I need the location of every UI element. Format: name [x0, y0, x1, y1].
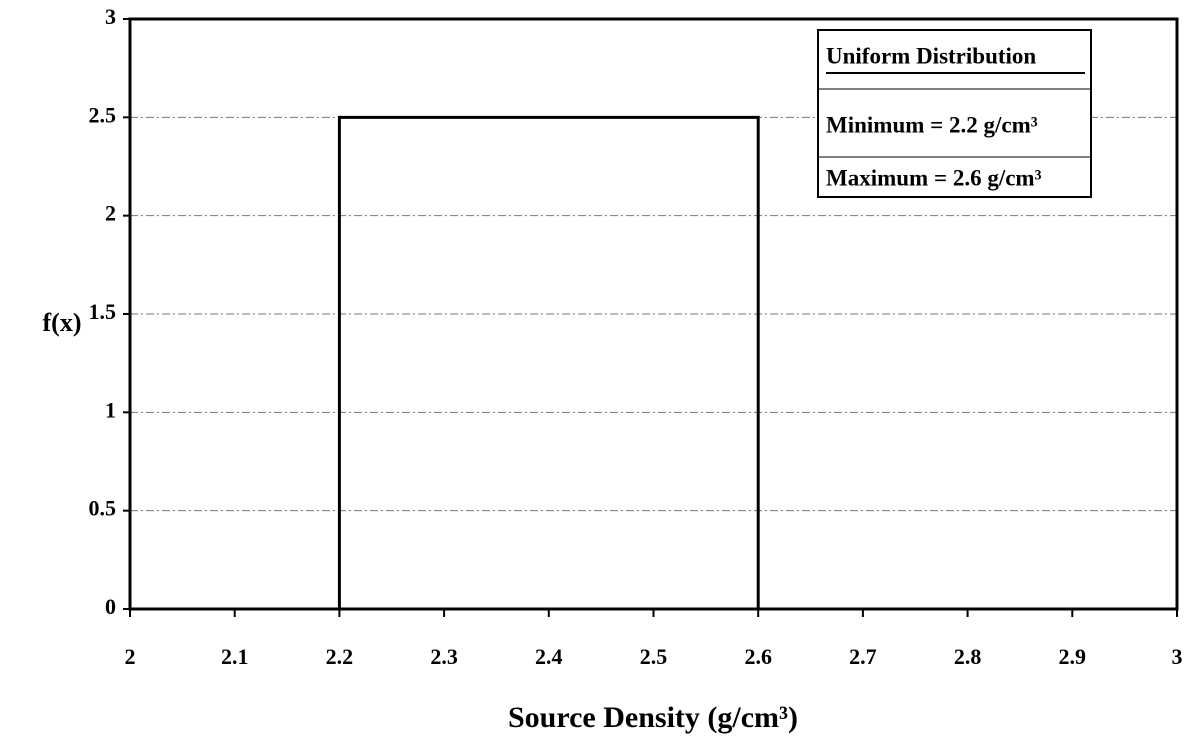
x-tick-label: 2.4 — [535, 644, 563, 669]
y-tick-label: 2 — [105, 201, 116, 226]
x-axis-label: Source Density (g/cm³) — [508, 701, 798, 734]
y-axis-label: f(x) — [43, 308, 82, 337]
x-tick-label: 2.6 — [744, 644, 772, 669]
x-tick-label: 2.3 — [430, 644, 458, 669]
x-tick-label: 2.1 — [221, 644, 249, 669]
y-tick-label: 0.5 — [89, 496, 117, 521]
x-tick-label: 2.9 — [1059, 644, 1087, 669]
annotation-text: Minimum = 2.2 g/cm³ — [826, 112, 1038, 137]
y-tick-label: 1 — [105, 397, 116, 422]
annotation-text: Maximum = 2.6 g/cm³ — [826, 165, 1042, 190]
x-tick-label: 2.8 — [954, 644, 982, 669]
data-line — [130, 115, 1177, 611]
y-tick-label: 0 — [105, 594, 116, 619]
x-tick-label: 2.7 — [849, 644, 877, 669]
annotation-text: Uniform Distribution — [826, 43, 1036, 68]
annotation-box — [817, 29, 1092, 198]
y-tick-label: 3 — [105, 4, 116, 29]
x-tick-label: 2.2 — [326, 644, 354, 669]
plot-frame — [128, 17, 1179, 611]
y-tick-label: 1.5 — [89, 299, 117, 324]
x-tick-label: 2 — [125, 644, 136, 669]
x-tick-label: 2.5 — [640, 644, 668, 669]
y-tick-label: 2.5 — [89, 102, 117, 127]
x-tick-label: 3 — [1172, 644, 1183, 669]
